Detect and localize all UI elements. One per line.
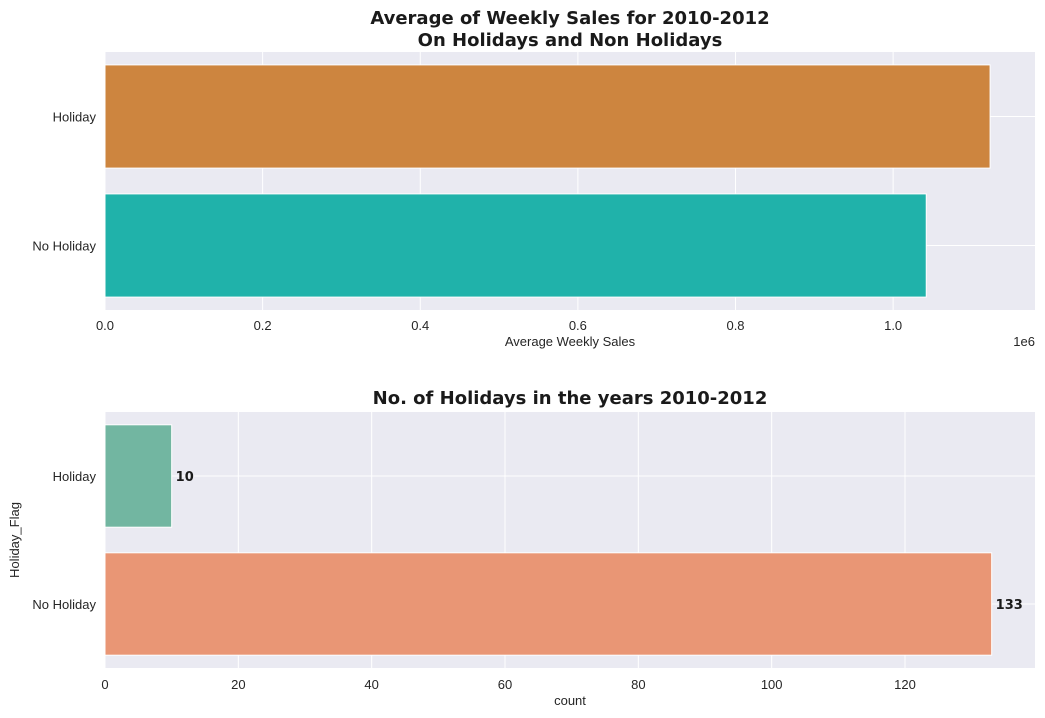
data-label: 10 xyxy=(176,470,194,485)
x-tick-label: 120 xyxy=(894,677,916,692)
bar-no-holiday xyxy=(104,552,993,656)
data-labels: 10 133 xyxy=(176,470,1023,613)
x-axis-offset-text: 1e6 xyxy=(1013,334,1035,349)
bar-no-holiday xyxy=(104,193,927,298)
y-tick-label: No Holiday xyxy=(32,597,96,612)
bar-holiday xyxy=(104,424,173,528)
x-tick-label: 0.6 xyxy=(569,318,587,333)
x-tick-label: 60 xyxy=(498,677,512,692)
x-tick-labels: 0 20 40 60 80 100 120 xyxy=(101,677,915,692)
y-tick-label: Holiday xyxy=(53,110,97,125)
y-tick-labels: Holiday No Holiday xyxy=(32,469,96,612)
x-axis-label: count xyxy=(554,693,586,708)
y-tick-label: Holiday xyxy=(53,469,97,484)
bar-holiday xyxy=(104,64,991,169)
x-axis-label: Average Weekly Sales xyxy=(505,334,636,349)
x-tick-label: 100 xyxy=(761,677,783,692)
bars xyxy=(104,64,991,298)
chart-subtitle: On Holidays and Non Holidays xyxy=(418,30,723,51)
x-tick-label: 40 xyxy=(364,677,378,692)
bars xyxy=(104,424,993,656)
x-tick-label: 1.0 xyxy=(884,318,902,333)
x-tick-label: 0.0 xyxy=(96,318,114,333)
x-tick-label: 80 xyxy=(631,677,645,692)
chart-weekly-sales: Average of Weekly Sales for 2010-2012 On… xyxy=(32,8,1035,349)
data-label: 133 xyxy=(996,598,1023,613)
x-tick-label: 0 xyxy=(101,677,108,692)
y-axis-label: Holiday_Flag xyxy=(7,502,22,578)
x-tick-labels: 0.0 0.2 0.4 0.6 0.8 1.0 xyxy=(96,318,902,333)
y-tick-label: No Holiday xyxy=(32,239,96,254)
chart-holiday-count: 10 133 No. of Holidays in the years 2010-… xyxy=(7,388,1035,708)
x-tick-label: 0.2 xyxy=(254,318,272,333)
chart-title: Average of Weekly Sales for 2010-2012 xyxy=(370,8,769,29)
x-tick-label: 0.8 xyxy=(726,318,744,333)
x-tick-label: 0.4 xyxy=(411,318,429,333)
y-tick-labels: Holiday No Holiday xyxy=(32,110,96,254)
chart-title: No. of Holidays in the years 2010-2012 xyxy=(373,388,768,409)
x-tick-label: 20 xyxy=(231,677,245,692)
